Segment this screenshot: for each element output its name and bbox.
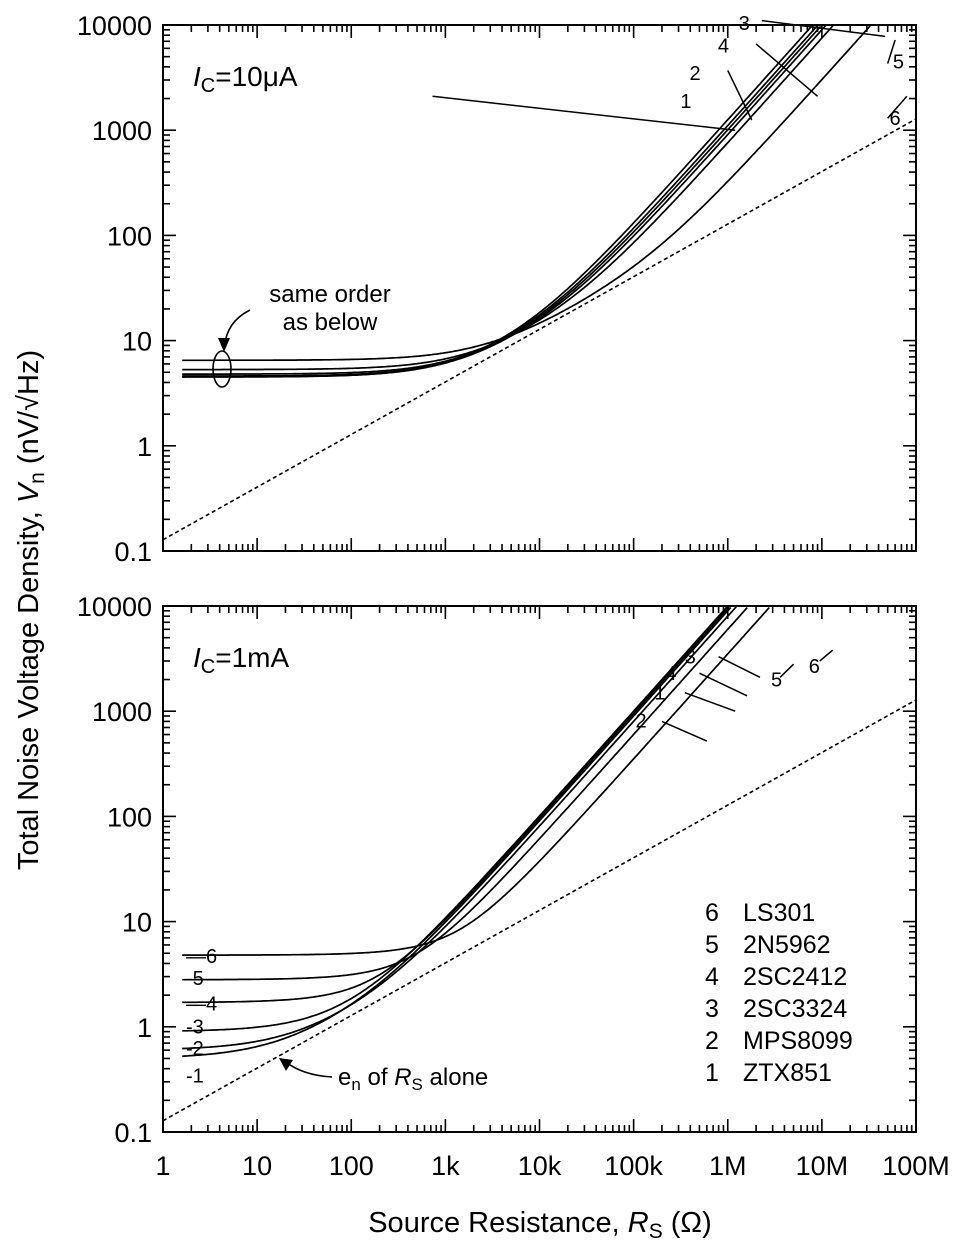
legend-name: 2SC2412 xyxy=(743,963,847,991)
series-6-label: 6 xyxy=(890,108,901,130)
series-2-label: 2 xyxy=(690,63,701,85)
legend-name: MPS8099 xyxy=(743,1027,853,1055)
x-tick-label: 10M xyxy=(796,1151,849,1181)
y-tick-labels: 0.1 1 10 100 1000 10000 xyxy=(77,11,152,567)
series-3-leader xyxy=(761,19,886,38)
series-2-leader xyxy=(727,70,753,121)
series-6-curve xyxy=(182,607,770,956)
series-3-curve xyxy=(182,606,728,1032)
series-6-curve xyxy=(182,25,871,362)
reference-annotation: en of RS alone xyxy=(338,1064,488,1094)
x-axis-title: Source Resistance, RS (Ω) xyxy=(368,1207,712,1243)
series-1-leader xyxy=(432,95,736,131)
legend-number: 4 xyxy=(705,963,719,991)
reference-line xyxy=(162,118,917,541)
series-1-label: 1 xyxy=(654,683,665,705)
series-4-curve xyxy=(182,606,730,1004)
panel-ic-10ua: 0.1 1 10 100 1000 10000 1 243 5 6 IC=10μA same o… xyxy=(77,11,917,567)
y-tick-label: 10000 xyxy=(77,11,152,41)
series-6-leader xyxy=(887,95,908,119)
y-tick-label: 1000 xyxy=(92,697,152,727)
series-5-start-label: -5 xyxy=(186,968,204,990)
axis-ticks xyxy=(163,606,916,1132)
y-tick-label: 10000 xyxy=(77,592,152,622)
x-tick-label: 100 xyxy=(329,1151,374,1181)
legend-name: 2SC3324 xyxy=(743,995,847,1023)
series-4-label: 4 xyxy=(718,35,729,57)
series-4-label: 4 xyxy=(666,663,677,685)
legend-number: 3 xyxy=(705,995,719,1023)
legend-number: 6 xyxy=(705,899,719,927)
x-tick-label: 100k xyxy=(604,1151,663,1181)
series-3-label: 3 xyxy=(685,647,696,669)
y-tick-label: 10 xyxy=(122,327,152,357)
series-2-leader xyxy=(661,720,708,742)
x-tick-label: 1M xyxy=(709,1151,747,1181)
series-5-leader xyxy=(779,663,795,678)
series-3-leader xyxy=(718,655,761,678)
series-1-start-label: -1 xyxy=(186,1065,204,1087)
series-2-curve xyxy=(182,606,737,1050)
x-tick-label: 10k xyxy=(518,1151,562,1181)
series-4-start-label: —4 xyxy=(186,994,217,1016)
y-tick-label: 100 xyxy=(107,221,152,251)
x-tick-labels: 1 10 100 1k 10k 100k 1M 10M 100M xyxy=(155,1151,949,1181)
annotation-arrow xyxy=(285,1061,333,1078)
series-1-label: 1 xyxy=(680,91,691,113)
legend-name: LS301 xyxy=(743,899,815,927)
y-tick-labels: 0.1 1 10 100 1000 10000 xyxy=(77,592,152,1148)
series-5-label: 5 xyxy=(771,670,782,692)
series-4-leader xyxy=(699,672,748,697)
series-6-label: 6 xyxy=(809,656,820,678)
annotation-line-2: as below xyxy=(283,309,378,336)
y-tick-label: 1 xyxy=(137,432,152,462)
series-3-start-label: -3 xyxy=(186,1017,204,1039)
series-5-leader xyxy=(886,39,896,64)
group-ellipse xyxy=(212,350,232,388)
series-5-curve xyxy=(182,607,748,981)
series-1-curve xyxy=(182,606,732,1058)
series-3-label: 3 xyxy=(739,13,750,35)
legend-name: ZTX851 xyxy=(743,1059,832,1087)
y-tick-label: 0.1 xyxy=(114,1118,152,1148)
series-5-label: 5 xyxy=(893,51,904,73)
legend-number: 5 xyxy=(705,931,719,959)
series-6-start-label: —6 xyxy=(186,946,217,968)
y-tick-label: 100 xyxy=(107,802,152,832)
series-2-label: 2 xyxy=(636,710,647,732)
series-2-start-label: -2 xyxy=(186,1038,204,1060)
series-6-leader xyxy=(819,649,834,662)
y-tick-label: 0.1 xyxy=(114,537,152,567)
arrowhead-icon xyxy=(218,338,230,352)
reference-line xyxy=(162,699,917,1122)
ic-label: IC=1mA xyxy=(193,642,289,678)
legend-number: 2 xyxy=(705,1027,719,1055)
series-curves: 1 243 5 6 xyxy=(182,13,908,378)
y-tick-label: 1 xyxy=(137,1013,152,1043)
x-tick-label: 10 xyxy=(242,1151,272,1181)
x-tick-label: 100M xyxy=(882,1151,950,1181)
x-tick-label: 1 xyxy=(155,1151,170,1181)
annotation-line-1: same order xyxy=(269,281,390,308)
series-4-leader xyxy=(755,43,819,97)
y-axis-title: Total Noise Voltage Density, Vn (nV/√Hz) xyxy=(13,350,49,870)
y-tick-label: 10 xyxy=(122,908,152,938)
arrowhead-icon xyxy=(279,1058,293,1071)
series-1-leader xyxy=(684,691,736,712)
legend-number: 1 xyxy=(705,1059,719,1087)
legend-name: 2N5962 xyxy=(743,931,831,959)
y-tick-label: 1000 xyxy=(92,116,152,146)
ic-label: IC=10μA xyxy=(193,61,298,97)
x-tick-label: 1k xyxy=(431,1151,460,1181)
legend: 6 LS301 5 2N5962 4 2SC2412 3 2SC3324 2 MPS8099 1 ZT… xyxy=(705,899,853,1087)
